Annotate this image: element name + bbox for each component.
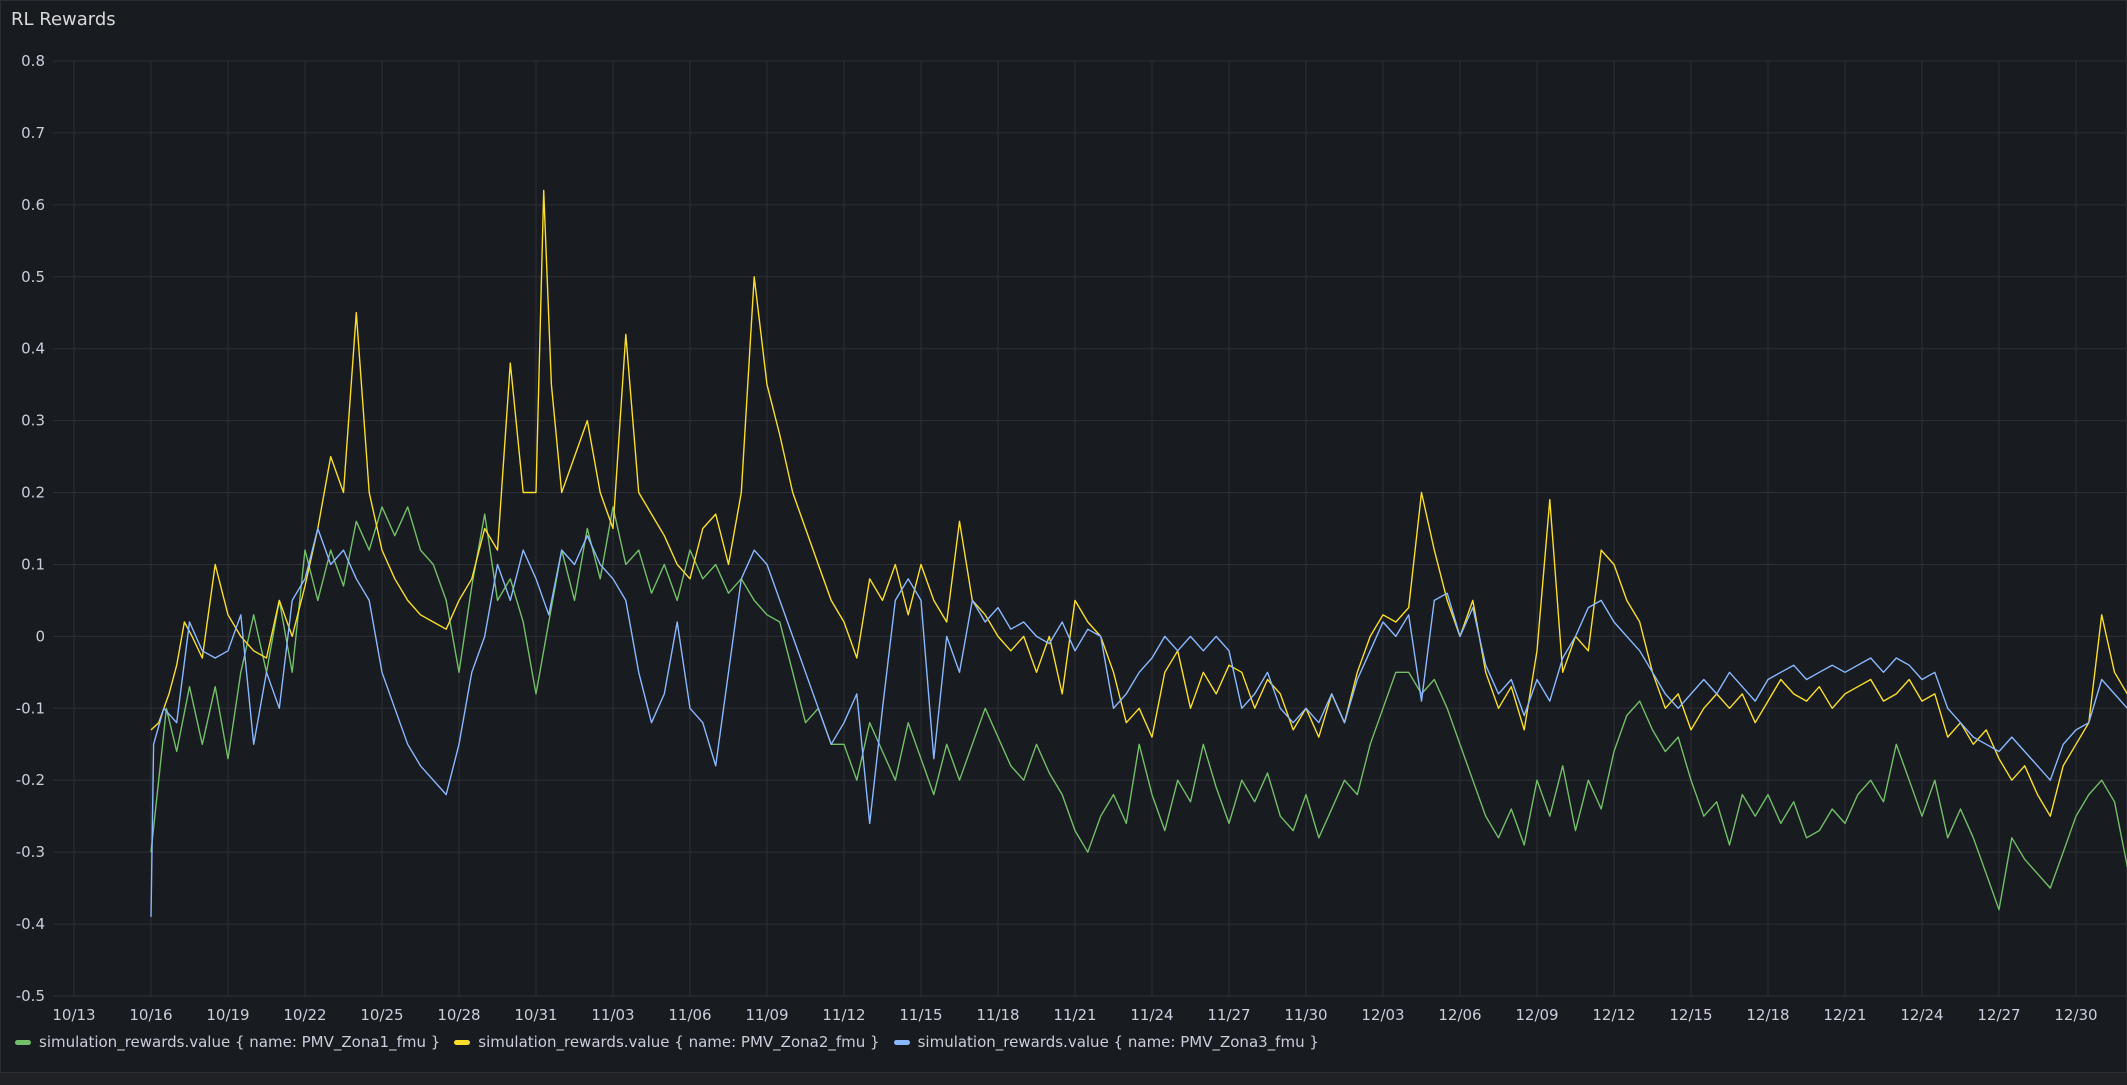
x-tick-label: 12/30 <box>2054 1006 2097 1024</box>
y-tick-label: 0.5 <box>21 268 45 286</box>
x-tick-label: 12/09 <box>1515 1006 1558 1024</box>
legend-item-zona3[interactable]: simulation_rewards.value { name: PMV_Zon… <box>893 1033 1319 1051</box>
legend-swatch-zona2 <box>454 1039 471 1045</box>
series-line-zona3[interactable] <box>150 527 2127 917</box>
legend-label-zona3: simulation_rewards.value { name: PMV_Zon… <box>917 1033 1319 1051</box>
x-tick-label: 12/24 <box>1900 1006 1943 1024</box>
x-tick-label: 11/03 <box>591 1006 634 1024</box>
x-tick-label: 10/25 <box>360 1006 403 1024</box>
y-tick-label: 0.1 <box>21 555 45 573</box>
legend-swatch-zona1 <box>15 1039 31 1045</box>
x-tick-label: 11/18 <box>976 1006 1019 1024</box>
x-tick-label: 11/24 <box>1130 1006 1173 1024</box>
x-tick-label: 10/28 <box>437 1006 480 1024</box>
y-tick-label: 0.2 <box>21 484 45 502</box>
bottom-bar <box>0 1073 2127 1085</box>
x-tick-label: 11/09 <box>745 1006 788 1024</box>
x-tick-label: 11/12 <box>822 1006 865 1024</box>
series-line-zona2[interactable] <box>150 189 2127 817</box>
x-tick-label: 10/13 <box>52 1006 95 1024</box>
y-tick-label: -0.3 <box>16 843 45 861</box>
x-tick-label: 11/21 <box>1053 1006 1096 1024</box>
panel-title[interactable]: RL Rewards <box>11 9 116 30</box>
legend-item-zona1[interactable]: simulation_rewards.value { name: PMV_Zon… <box>15 1033 440 1051</box>
y-tick-label: 0.7 <box>21 124 45 142</box>
legend-label-zona2: simulation_rewards.value { name: PMV_Zon… <box>478 1033 880 1051</box>
x-tick-label: 10/19 <box>206 1006 249 1024</box>
y-tick-label: 0.6 <box>21 196 45 214</box>
x-tick-label: 12/21 <box>1823 1006 1866 1024</box>
series-line-zona1[interactable] <box>150 506 2127 911</box>
x-tick-label: 11/30 <box>1284 1006 1327 1024</box>
rewards-line-chart[interactable]: 0.8 0.7 0.6 0.5 0.4 0.3 0.2 0.1 0 -0.1 -0.2 -0.3 -0.… <box>1 1 2127 1031</box>
legend-label-zona1: simulation_rewards.value { name: PMV_Zon… <box>39 1033 441 1051</box>
x-tick-label: 12/27 <box>1977 1006 2020 1024</box>
x-tick-label: 12/06 <box>1438 1006 1481 1024</box>
chart-legend: simulation_rewards.value { name: PMV_Zon… <box>15 1033 1319 1051</box>
x-tick-label: 12/18 <box>1746 1006 1789 1024</box>
x-tick-label: 11/06 <box>668 1006 711 1024</box>
y-tick-label: 0.8 <box>21 52 45 70</box>
legend-swatch-zona3 <box>893 1039 910 1045</box>
x-tick-label: 12/12 <box>1592 1006 1635 1024</box>
y-tick-label: -0.4 <box>16 915 45 933</box>
x-tick-label: 11/27 <box>1207 1006 1250 1024</box>
x-tick-label: 11/15 <box>899 1006 942 1024</box>
x-tick-label: 10/22 <box>283 1006 326 1024</box>
y-tick-label: 0 <box>35 627 45 645</box>
y-tick-label: -0.5 <box>16 987 45 1005</box>
x-tick-label: 10/16 <box>129 1006 172 1024</box>
y-tick-label: 0.3 <box>21 412 45 430</box>
x-tick-label: 10/31 <box>514 1006 557 1024</box>
x-tick-label: 12/03 <box>1361 1006 1404 1024</box>
legend-item-zona2[interactable]: simulation_rewards.value { name: PMV_Zon… <box>454 1033 880 1051</box>
y-tick-label: 0.4 <box>21 340 45 358</box>
x-tick-label: 12/15 <box>1669 1006 1712 1024</box>
y-tick-label: -0.1 <box>16 699 45 717</box>
y-tick-label: -0.2 <box>16 771 45 789</box>
